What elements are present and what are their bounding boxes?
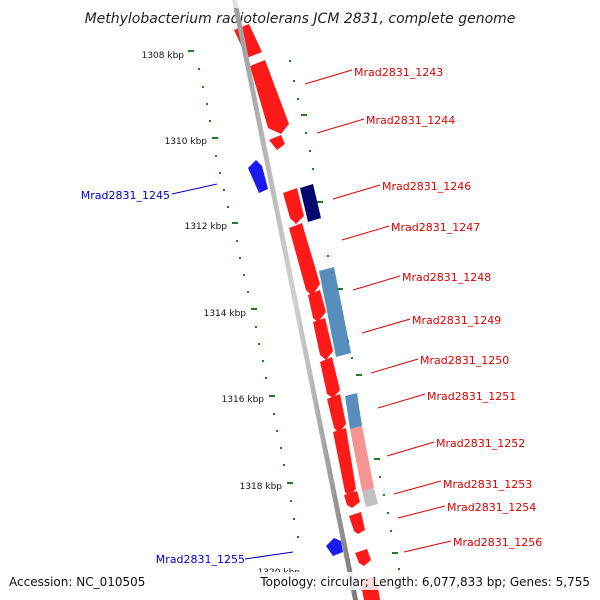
gene-arrow[interactable] [283, 188, 304, 224]
kbp-tick-label: 1312 kbp [185, 222, 228, 232]
footer-topology-backdrop [258, 572, 594, 590]
kbp-tick-mark [188, 50, 194, 52]
gene-arrow[interactable] [289, 223, 320, 296]
kbp-tick-label: 1314 kbp [204, 309, 247, 319]
gene-arrow[interactable] [344, 491, 360, 508]
gene-arrow[interactable] [326, 538, 343, 556]
feature-bar [345, 393, 362, 429]
reverse-gene-labels: Mrad2831_1245 Mrad2831_1255 [81, 189, 245, 566]
gene-label[interactable]: Mrad2831_1247 [391, 221, 480, 234]
gene-label[interactable]: Mrad2831_1245 [81, 189, 170, 202]
map-title: Methylobacterium radiotolerans JCM 2831,… [85, 11, 516, 27]
footer: Accession: NC_010505 Topology: circular;… [9, 572, 594, 590]
feature-bars [300, 184, 378, 507]
feature-bar [362, 488, 378, 507]
gene-label[interactable]: Mrad2831_1243 [354, 66, 443, 79]
topology-label: Topology: circular; Length: 6,077,833 bp… [259, 575, 590, 589]
kbp-tick-mark [212, 137, 218, 139]
feature-bar [300, 184, 321, 222]
gene-label[interactable]: Mrad2831_1255 [156, 553, 245, 566]
gene-label[interactable]: Mrad2831_1253 [443, 478, 532, 491]
kbp-tick-mark [287, 482, 293, 484]
forward-gene-labels: Mrad2831_1243 Mrad2831_1244 Mrad2831_124… [354, 66, 542, 549]
kbp-tick-mark [269, 395, 275, 397]
kbp-tick-label: 1316 kbp [222, 395, 265, 405]
gene-arrow[interactable] [333, 428, 356, 496]
accession-label: Accession: NC_010505 [9, 575, 145, 589]
gene-arrow[interactable] [327, 394, 346, 433]
gene-label[interactable]: Mrad2831_1252 [436, 437, 525, 450]
genome-backbone [232, 0, 358, 600]
gene-label[interactable]: Mrad2831_1250 [420, 354, 509, 367]
fade-ends [225, 0, 380, 600]
gene-label[interactable]: Mrad2831_1244 [366, 114, 455, 127]
gene-arrow[interactable] [269, 135, 285, 150]
kbp-tick-label: 1310 kbp [165, 137, 208, 147]
reverse-gene-arrows [248, 160, 343, 556]
gene-arrow[interactable] [313, 318, 333, 360]
tick-track-inner [188, 50, 299, 538]
gene-arrow[interactable] [349, 512, 365, 534]
tick-track-outer [289, 60, 400, 570]
gene-label[interactable]: Mrad2831_1251 [427, 390, 516, 403]
kbp-tick-mark [251, 308, 257, 310]
gene-arrow[interactable] [355, 549, 371, 566]
gene-label[interactable]: Mrad2831_1256 [453, 536, 542, 549]
reverse-label-lines [171, 183, 294, 560]
minor-ticks-inner [198, 68, 299, 538]
gene-label[interactable]: Mrad2831_1249 [412, 314, 501, 327]
gene-arrow[interactable] [320, 357, 340, 398]
gene-label[interactable]: Mrad2831_1248 [402, 271, 491, 284]
gene-label[interactable]: Mrad2831_1246 [382, 180, 471, 193]
feature-bar [319, 267, 351, 357]
gene-arrow[interactable] [250, 60, 289, 134]
kbp-tick-mark [232, 222, 238, 224]
kbp-tick-label: 1318 kbp [240, 482, 283, 492]
feature-bar [350, 426, 374, 491]
gene-label[interactable]: Mrad2831_1254 [447, 501, 536, 514]
gene-arrow[interactable] [308, 290, 326, 322]
kbp-tick-label: 1308 kbp [142, 51, 185, 61]
gene-arrow[interactable] [248, 160, 268, 193]
forward-label-lines [304, 69, 452, 553]
